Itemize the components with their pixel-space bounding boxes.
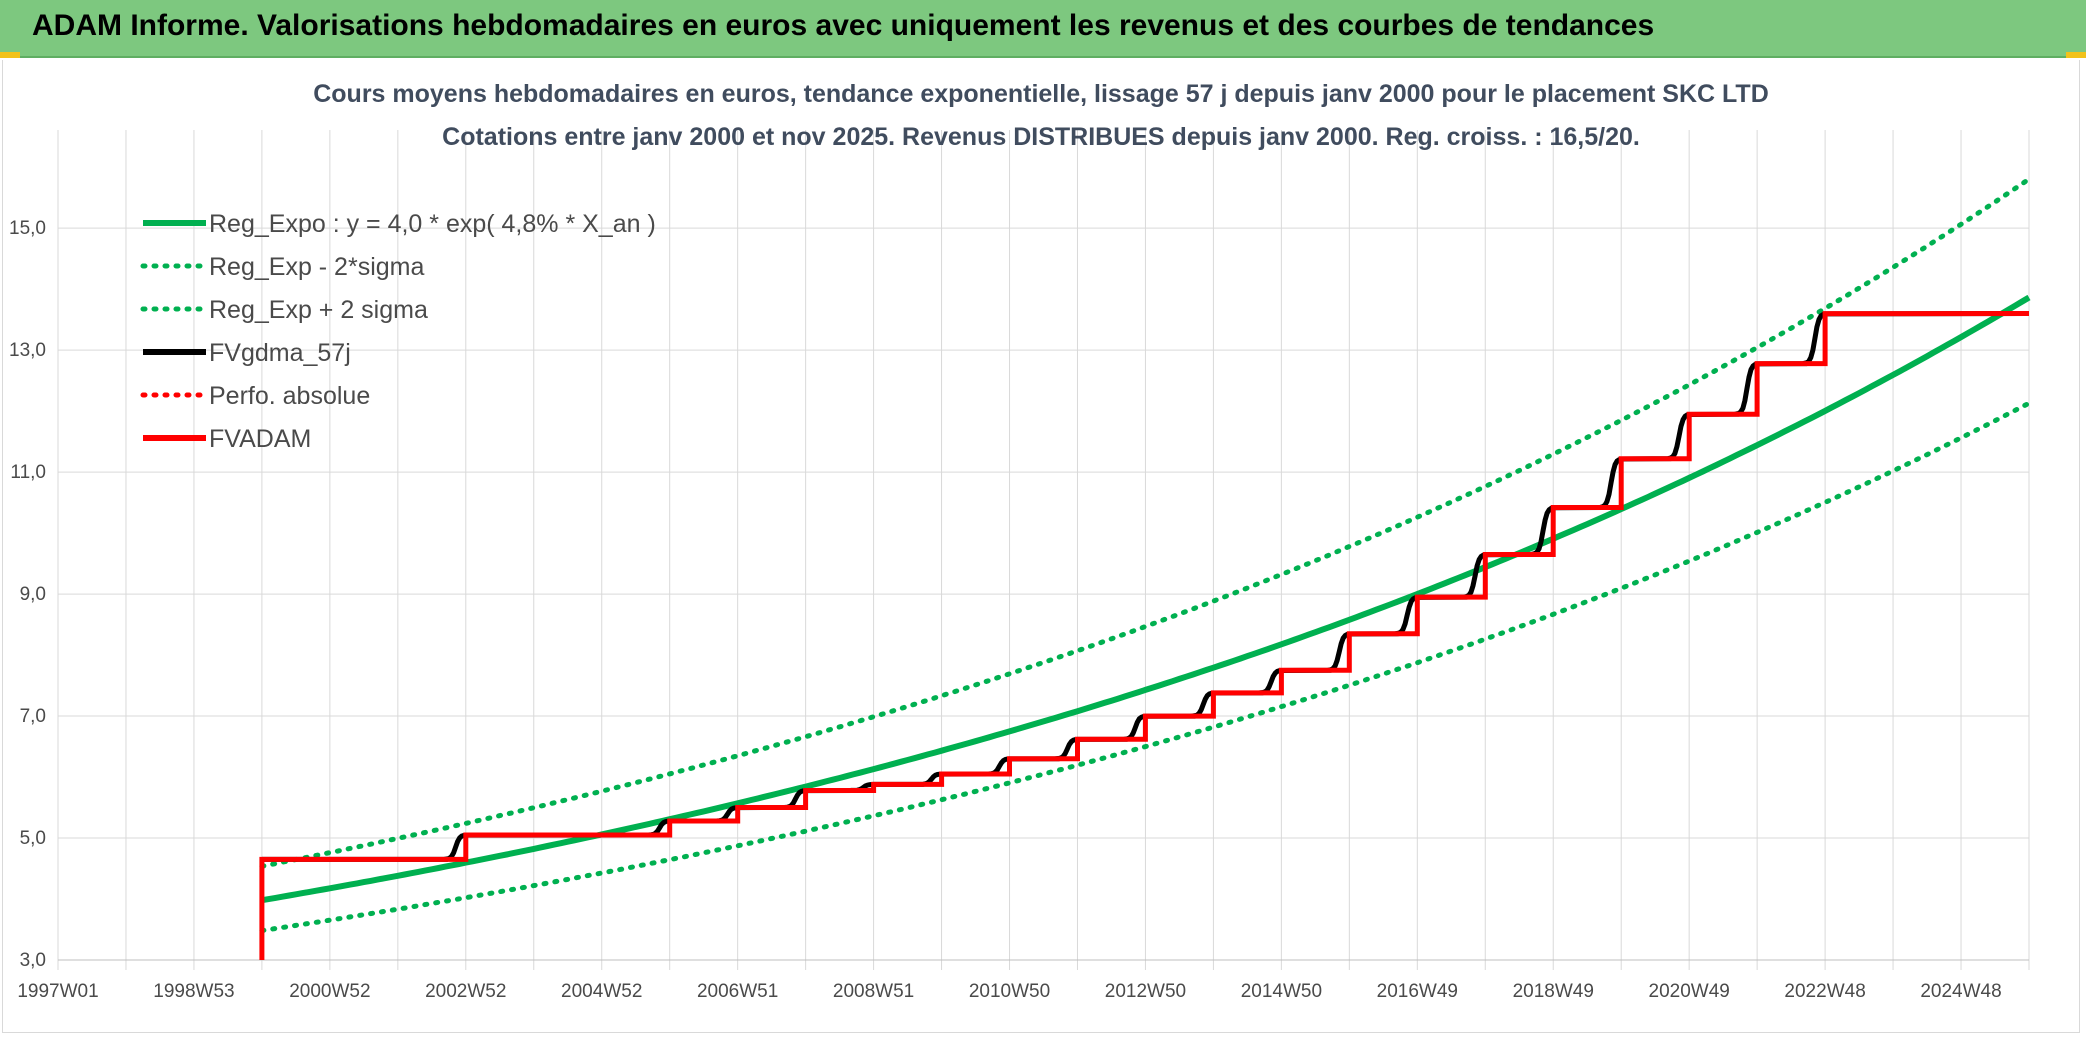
- legend-label: Reg_Exp + 2 sigma: [209, 296, 428, 324]
- x-tick-label: 2010W50: [969, 981, 1050, 1002]
- legend-label: FVADAM: [209, 425, 311, 453]
- y-tick-label: 15,0: [9, 218, 46, 239]
- x-tick-label: 2014W50: [1241, 981, 1322, 1002]
- x-tick-label: 2000W52: [289, 981, 370, 1002]
- reg-exp-minus-2sigma-line: [259, 400, 2032, 934]
- report-title: ADAM Informe. Valorisations hebdomadaire…: [32, 9, 1655, 42]
- x-tick-label: 1998W53: [153, 981, 234, 1002]
- line-chart: 3,0 5,0 7,0 9,0 11,0 13,0 15,0 1997W01 1998W53 20…: [9, 80, 2032, 1002]
- legend-label: Reg_Expo : y = 4,0 * exp( 4,8% * X_an ): [209, 210, 656, 238]
- x-tick-label: 2012W50: [1105, 981, 1186, 1002]
- corner-marker-left: [0, 52, 20, 58]
- chart-area: 3,0 5,0 7,0 9,0 11,0 13,0 15,0 1997W01 1998W53 20…: [2, 60, 2080, 1033]
- x-tick-label: 2008W51: [833, 981, 914, 1002]
- x-tick-label: 2004W52: [561, 981, 642, 1002]
- y-tick-label: 11,0: [10, 462, 46, 483]
- x-tick-label: 2016W49: [1377, 981, 1458, 1002]
- x-tick-label: 2018W49: [1513, 981, 1594, 1002]
- x-tick-label: 1997W01: [17, 981, 98, 1002]
- x-tick-label: 2006W51: [697, 981, 778, 1002]
- x-tick-label: 2020W49: [1649, 981, 1730, 1002]
- y-tick-label: 7,0: [20, 706, 46, 727]
- corner-marker-right: [2066, 52, 2086, 58]
- x-tick-label: 2022W48: [1784, 981, 1865, 1002]
- y-tick-label: 5,0: [20, 828, 46, 849]
- legend-label: Perfo. absolue: [209, 382, 370, 410]
- fvadam-line: [259, 311, 2030, 960]
- legend-label: FVgdma_57j: [209, 339, 351, 367]
- y-tick-label: 13,0: [9, 340, 46, 361]
- x-tick-label: 2002W52: [425, 981, 506, 1002]
- y-tick-label: 3,0: [20, 950, 46, 971]
- reg-expo-line: [261, 294, 2031, 904]
- report-banner: ADAM Informe. Valorisations hebdomadaire…: [0, 0, 2086, 58]
- chart-title-line-2: Cotations entre janv 2000 et nov 2025. R…: [442, 123, 1640, 151]
- x-tick-label: 2024W48: [1920, 981, 2001, 1002]
- legend-label: Reg_Exp - 2*sigma: [209, 253, 424, 281]
- chart-title-line-1: Cours moyens hebdomadaires en euros, ten…: [313, 80, 1769, 108]
- y-tick-label: 9,0: [20, 584, 46, 605]
- reg-exp-plus-2sigma-line: [259, 176, 2032, 869]
